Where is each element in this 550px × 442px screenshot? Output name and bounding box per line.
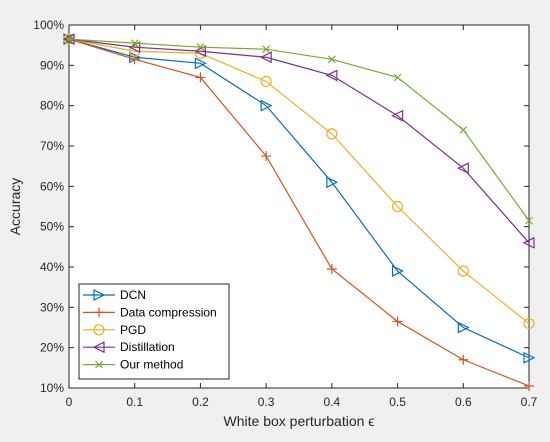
data-point	[325, 69, 338, 82]
legend-label: Data compression	[120, 305, 217, 319]
y-tick-label: 60%	[40, 179, 64, 193]
x-tick-label: 0.1	[126, 395, 143, 409]
data-point	[260, 75, 272, 88]
x-tick-label: 0.3	[258, 395, 275, 409]
x-axis-label: White box perturbation ϵ	[224, 413, 375, 429]
data-point	[327, 55, 336, 64]
data-point	[457, 265, 469, 277]
data-point	[523, 351, 536, 364]
data-point	[456, 162, 469, 175]
data-point	[458, 354, 469, 365]
legend-marker	[93, 289, 106, 301]
series-line	[68, 38, 530, 387]
data-point	[524, 380, 534, 391]
y-axis-label: Accuracy	[7, 178, 23, 236]
data-point	[392, 316, 403, 327]
data-point	[262, 45, 271, 54]
data-point	[326, 128, 338, 140]
series-pgd	[63, 33, 535, 330]
legend-marker	[94, 307, 104, 318]
data-point	[194, 57, 207, 70]
series-line	[68, 38, 530, 324]
data-point	[522, 236, 535, 249]
series-line	[68, 38, 530, 221]
data-point	[391, 200, 404, 213]
y-tick-label: 80%	[40, 99, 64, 113]
legend-entry: DCN	[83, 288, 146, 302]
data-point	[326, 176, 339, 189]
legend-entry: PGD	[83, 323, 146, 337]
data-point	[130, 39, 139, 48]
data-point	[459, 125, 468, 134]
legend-label: PGD	[120, 323, 146, 337]
y-tick-label: 100%	[33, 18, 64, 32]
data-point	[194, 45, 207, 58]
data-point	[523, 317, 535, 330]
y-tick-label: 20%	[40, 341, 64, 355]
data-point	[128, 41, 141, 54]
series-line	[68, 38, 530, 359]
x-tick-label: 0.2	[192, 395, 209, 409]
legend-marker	[93, 324, 105, 336]
series-dcn	[63, 33, 536, 364]
legend-entry: Data compression	[83, 305, 217, 319]
x-tick-label: 0.6	[455, 395, 472, 409]
data-point	[391, 265, 404, 278]
data-point	[259, 51, 272, 64]
data-point	[457, 321, 470, 334]
data-point	[326, 264, 337, 275]
legend-marker	[92, 341, 105, 354]
legend-marker	[95, 360, 103, 369]
data-point	[391, 109, 404, 122]
data-point	[261, 151, 272, 162]
data-point	[65, 35, 73, 44]
data-point	[195, 72, 206, 83]
y-tick-label: 50%	[40, 220, 64, 234]
y-tick-label: 10%	[40, 381, 64, 395]
y-tick-label: 40%	[40, 260, 64, 274]
x-tick-label: 0.7	[521, 395, 538, 409]
legend-entry: Our method	[83, 358, 183, 372]
legend-label: Our method	[120, 358, 183, 372]
data-point	[393, 73, 402, 82]
x-tick-label: 0.5	[389, 395, 406, 409]
data-point	[196, 43, 205, 52]
y-tick-label: 70%	[40, 139, 64, 153]
y-tick-label: 30%	[40, 300, 64, 314]
x-tick-label: 0	[66, 395, 73, 409]
x-tick-label: 0.4	[324, 395, 341, 409]
series-line	[68, 38, 530, 244]
series-distillation	[62, 33, 535, 249]
legend-label: Distillation	[120, 340, 175, 354]
legend-entry: Distillation	[83, 340, 175, 354]
legend-label: DCN	[120, 288, 146, 302]
y-tick-label: 90%	[40, 58, 64, 72]
data-point	[525, 216, 533, 225]
series-data-compression	[64, 34, 534, 391]
data-point	[260, 99, 273, 112]
series-our-method	[65, 35, 533, 225]
